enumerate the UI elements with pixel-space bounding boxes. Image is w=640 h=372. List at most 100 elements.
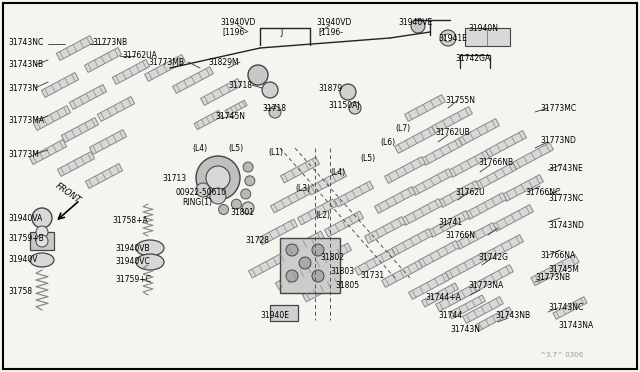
Text: [1196-: [1196-	[222, 28, 247, 36]
Polygon shape	[56, 36, 93, 61]
Polygon shape	[502, 174, 543, 201]
Text: 31718: 31718	[262, 103, 286, 112]
Polygon shape	[456, 222, 497, 249]
Text: 31940N: 31940N	[468, 23, 498, 32]
Text: 31743NB: 31743NB	[495, 311, 530, 320]
Polygon shape	[298, 199, 337, 225]
Polygon shape	[445, 253, 486, 279]
Text: 31940VE: 31940VE	[398, 17, 432, 26]
Text: 31762UB: 31762UB	[435, 128, 470, 137]
Polygon shape	[58, 151, 95, 176]
Text: 31941E: 31941E	[438, 33, 467, 42]
Text: 31801: 31801	[230, 208, 254, 217]
Text: 31758+A: 31758+A	[112, 215, 148, 224]
Polygon shape	[483, 235, 524, 262]
Text: 31759+B: 31759+B	[8, 234, 44, 243]
Text: 31940VD: 31940VD	[220, 17, 255, 26]
Circle shape	[36, 226, 48, 238]
Text: 31759+C: 31759+C	[115, 276, 151, 285]
Text: 00922-50610: 00922-50610	[175, 187, 226, 196]
Circle shape	[241, 189, 251, 199]
Circle shape	[340, 84, 356, 100]
Polygon shape	[303, 276, 342, 302]
Circle shape	[245, 176, 255, 186]
Text: 31803: 31803	[330, 267, 354, 276]
Polygon shape	[553, 297, 587, 319]
Polygon shape	[285, 231, 324, 257]
Polygon shape	[259, 219, 298, 245]
Text: RING(1): RING(1)	[182, 198, 212, 206]
Circle shape	[32, 208, 52, 228]
Text: (L7): (L7)	[395, 124, 410, 132]
Polygon shape	[385, 157, 426, 183]
FancyBboxPatch shape	[30, 232, 54, 250]
Circle shape	[242, 202, 254, 214]
Polygon shape	[248, 252, 287, 278]
Polygon shape	[42, 73, 79, 97]
Polygon shape	[69, 84, 107, 109]
Circle shape	[349, 102, 361, 114]
Polygon shape	[476, 163, 516, 189]
Text: (L3): (L3)	[295, 183, 310, 192]
Polygon shape	[486, 131, 527, 157]
Text: 31940VA: 31940VA	[8, 214, 42, 222]
Polygon shape	[275, 264, 314, 290]
Text: 31743NC: 31743NC	[8, 38, 44, 46]
Polygon shape	[449, 151, 490, 177]
Text: 31805: 31805	[335, 280, 359, 289]
Polygon shape	[401, 199, 442, 225]
Polygon shape	[61, 118, 99, 142]
Polygon shape	[307, 169, 346, 195]
Ellipse shape	[136, 240, 164, 256]
Text: 31773M: 31773M	[8, 150, 39, 158]
Polygon shape	[476, 307, 513, 331]
Polygon shape	[412, 169, 452, 195]
Text: 31773NC: 31773NC	[548, 193, 583, 202]
Polygon shape	[200, 78, 241, 105]
Polygon shape	[85, 164, 123, 189]
Text: 31755N: 31755N	[445, 96, 475, 105]
Polygon shape	[381, 261, 422, 288]
Polygon shape	[436, 285, 476, 311]
Polygon shape	[493, 205, 533, 231]
Text: 31940VD: 31940VD	[316, 17, 351, 26]
Polygon shape	[280, 157, 319, 183]
FancyBboxPatch shape	[280, 238, 340, 293]
Polygon shape	[374, 187, 415, 214]
Polygon shape	[355, 248, 396, 275]
Text: J: J	[280, 28, 282, 36]
Text: 31743NA: 31743NA	[558, 321, 593, 330]
Polygon shape	[422, 283, 458, 307]
Text: ^3.7^ 0306: ^3.7^ 0306	[540, 352, 583, 358]
Text: 31741: 31741	[438, 218, 462, 227]
Polygon shape	[463, 296, 504, 323]
Polygon shape	[335, 181, 374, 207]
Text: 31150AJ: 31150AJ	[328, 100, 360, 109]
Text: 31742G: 31742G	[478, 253, 508, 263]
Text: 31718: 31718	[228, 80, 252, 90]
Polygon shape	[113, 60, 150, 84]
Circle shape	[286, 244, 298, 256]
Text: 31773NA: 31773NA	[468, 280, 503, 289]
Text: (L5): (L5)	[228, 144, 243, 153]
Circle shape	[231, 199, 241, 209]
Text: 31743ND: 31743ND	[548, 221, 584, 230]
Circle shape	[312, 244, 324, 256]
FancyBboxPatch shape	[3, 3, 637, 369]
Circle shape	[36, 235, 48, 247]
Text: 31773ND: 31773ND	[540, 135, 576, 144]
Text: 31745N: 31745N	[215, 112, 245, 121]
Circle shape	[440, 30, 456, 46]
Circle shape	[248, 65, 268, 85]
Text: 31713: 31713	[162, 173, 186, 183]
Text: 31773NB: 31773NB	[92, 38, 127, 46]
Text: 31742GA: 31742GA	[455, 54, 490, 62]
Text: 31744+A: 31744+A	[425, 294, 461, 302]
Text: 31744: 31744	[438, 311, 462, 320]
Polygon shape	[429, 211, 469, 237]
Polygon shape	[404, 94, 445, 121]
FancyBboxPatch shape	[270, 305, 298, 321]
Polygon shape	[438, 181, 479, 208]
Polygon shape	[513, 142, 554, 169]
Text: (L2): (L2)	[315, 211, 330, 219]
